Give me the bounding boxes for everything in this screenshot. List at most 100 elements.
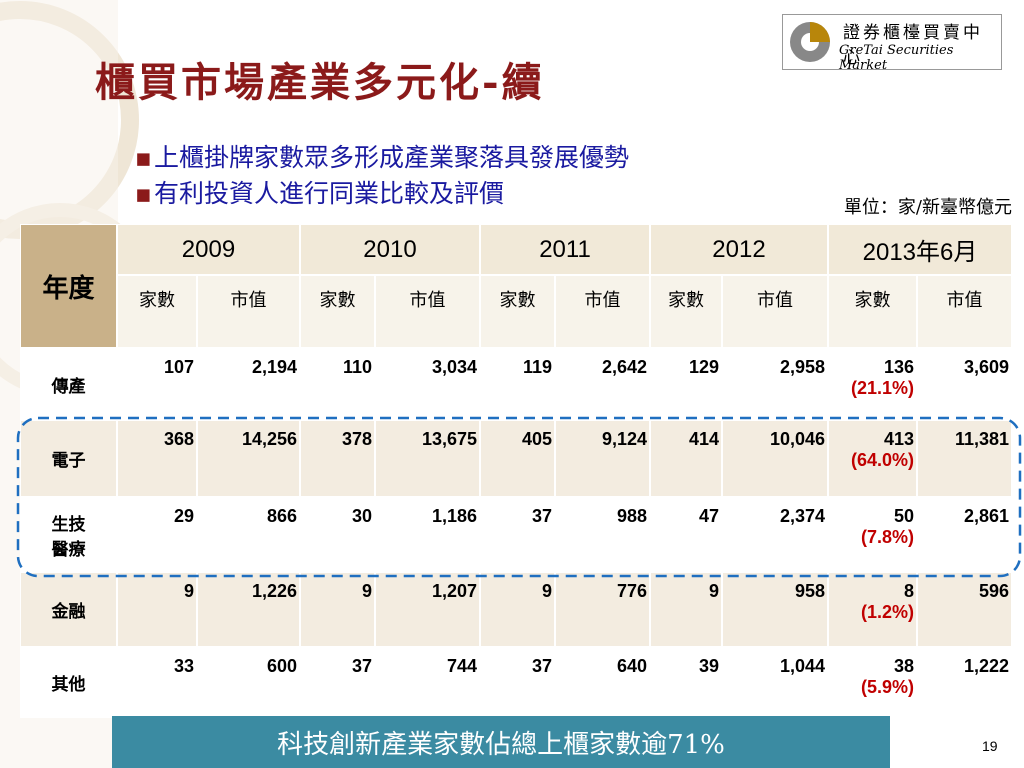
cell-value: 2,958 [779, 357, 825, 377]
cell-value: 136 [883, 357, 914, 377]
cell-value: 2,374 [779, 506, 825, 526]
sub-header: 家數 [300, 275, 375, 348]
year-header: 2009 [117, 224, 300, 275]
cell-value: 1,222 [963, 656, 1009, 676]
table-cell: 866 [197, 497, 300, 572]
cell-value: 368 [163, 429, 194, 449]
row-label: 金融 [20, 572, 117, 647]
table-cell: 600 [197, 647, 300, 718]
cell-value: 958 [794, 581, 825, 601]
cell-value: 110 [342, 357, 372, 377]
cell-value: 39 [698, 656, 719, 676]
year-header: 2012 [650, 224, 828, 275]
share-value: (1.2%) [860, 602, 914, 622]
table-cell: 107 [117, 348, 197, 420]
table-cell: 9 [117, 572, 197, 647]
cell-value: 2,642 [601, 357, 647, 377]
table-cell: 744 [375, 647, 480, 718]
cell-value: 413 [883, 429, 914, 449]
sub-header: 市值 [722, 275, 828, 348]
table-cell: 50 (7.8%) [828, 497, 917, 572]
table-cell: 1,226 [197, 572, 300, 647]
cell-value: 30 [351, 506, 372, 526]
unit-note: 單位：家/新臺幣億元 [843, 197, 1012, 218]
highlight-box [16, 416, 1022, 578]
table-cell: 10,046 [722, 420, 828, 497]
row-label: 傳產 [20, 348, 117, 420]
cell-value: 9 [708, 581, 719, 601]
cell-value: 1,226 [251, 581, 297, 601]
cell-value: 1,207 [431, 581, 477, 601]
bullet: 有利投資人進行同業比較及評價 [135, 174, 504, 210]
year-header: 2011 [480, 224, 650, 275]
table-cell: 640 [555, 647, 650, 718]
table-cell: 1,222 [917, 647, 1012, 718]
cell-value: 744 [446, 656, 477, 676]
table-cell: 9 [300, 572, 375, 647]
cell-value: 38 [893, 656, 914, 676]
table-cell: 9 [650, 572, 722, 647]
table-cell: 988 [555, 497, 650, 572]
row-label: 生技醫療 [20, 497, 117, 572]
table-cell: 405 [480, 420, 555, 497]
cell-value: 1,186 [431, 506, 477, 526]
table-cell: 596 [917, 572, 1012, 647]
cell-value: 596 [978, 581, 1009, 601]
share-value: (21.1%) [850, 378, 914, 398]
table-cell: 378 [300, 420, 375, 497]
table-cell: 413 (64.0%) [828, 420, 917, 497]
cell-value: 37 [531, 656, 552, 676]
table-cell: 30 [300, 497, 375, 572]
row-label: 電子 [20, 420, 117, 497]
table-cell: 776 [555, 572, 650, 647]
table-cell: 33 [117, 647, 197, 718]
table-cell: 2,194 [197, 348, 300, 420]
table-cell: 2,642 [555, 348, 650, 420]
table-cell: 2,374 [722, 497, 828, 572]
table-cell: 2,861 [917, 497, 1012, 572]
cell-value: 988 [616, 506, 647, 526]
corner-header: 年度 [20, 224, 117, 348]
cell-value: 866 [266, 506, 297, 526]
cell-value: 600 [266, 656, 297, 676]
cell-value: 3,609 [963, 357, 1009, 377]
cell-value: 2,861 [963, 506, 1009, 526]
table-cell: 1,186 [375, 497, 480, 572]
sub-header: 家數 [828, 275, 917, 348]
cell-value: 414 [688, 429, 719, 449]
cell-value: 13,675 [421, 429, 477, 449]
cell-value: 11,381 [954, 429, 1009, 449]
sub-header: 市值 [917, 275, 1012, 348]
bullet: 上櫃掛牌家數眾多形成產業聚落具發展優勢 [135, 138, 629, 174]
table-cell: 129 [650, 348, 722, 420]
cell-value: 776 [616, 581, 647, 601]
table-cell: 3,034 [375, 348, 480, 420]
cell-value: 3,034 [431, 357, 477, 377]
cell-value: 8 [903, 581, 914, 601]
slide-title: 櫃買市場產業多元化-續 [95, 59, 545, 106]
cell-value: 9 [541, 581, 552, 601]
year-header: 2013年6月 [828, 224, 1012, 275]
table-cell: 3,609 [917, 348, 1012, 420]
cell-value: 640 [616, 656, 647, 676]
cell-value: 1,044 [779, 656, 825, 676]
cell-value: 29 [173, 506, 194, 526]
cell-value: 37 [351, 656, 372, 676]
table-cell: 958 [722, 572, 828, 647]
table-cell: 414 [650, 420, 722, 497]
table-cell: 8 (1.2%) [828, 572, 917, 647]
table-cell: 29 [117, 497, 197, 572]
cell-value: 14,256 [241, 429, 297, 449]
cell-value: 9 [183, 581, 194, 601]
table-cell: 39 [650, 647, 722, 718]
cell-value: 50 [893, 506, 914, 526]
page-number: 19 [982, 738, 998, 754]
cell-value: 10,046 [769, 429, 825, 449]
table-cell: 110 [300, 348, 375, 420]
share-value: (64.0%) [850, 450, 914, 470]
cell-value: 9 [361, 581, 372, 601]
cell-value: 9,124 [601, 429, 647, 449]
sub-header: 家數 [480, 275, 555, 348]
logo-english: GreTai Securities Market [839, 43, 954, 73]
